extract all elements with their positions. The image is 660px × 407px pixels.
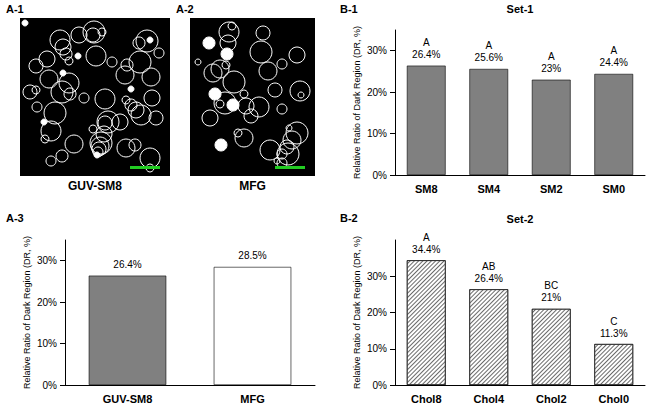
svg-text:0%: 0% bbox=[373, 170, 388, 181]
svg-text:30%: 30% bbox=[37, 255, 57, 266]
svg-text:Relative Ratio of Dark Region: Relative Ratio of Dark Region (DR, %) bbox=[352, 236, 362, 389]
svg-text:24.4%: 24.4% bbox=[600, 57, 628, 68]
svg-text:GUV-SM8: GUV-SM8 bbox=[103, 393, 153, 405]
svg-text:Relative Ratio of Dark Region: Relative Ratio of Dark Region (DR, %) bbox=[352, 26, 362, 179]
svg-text:BC: BC bbox=[544, 280, 558, 291]
svg-text:B-2: B-2 bbox=[340, 212, 358, 224]
svg-text:C: C bbox=[610, 316, 617, 327]
svg-text:GUV-SM8: GUV-SM8 bbox=[68, 179, 122, 193]
svg-text:10%: 10% bbox=[367, 343, 387, 354]
svg-text:SM0: SM0 bbox=[602, 183, 625, 195]
svg-text:A-3: A-3 bbox=[6, 212, 24, 224]
svg-text:0%: 0% bbox=[373, 380, 388, 391]
svg-text:26.4%: 26.4% bbox=[475, 273, 503, 284]
svg-text:SM4: SM4 bbox=[477, 183, 501, 195]
svg-text:SM2: SM2 bbox=[540, 183, 563, 195]
svg-text:Relative Ratio of Dark Region: Relative Ratio of Dark Region (DR, %) bbox=[22, 236, 32, 389]
svg-text:A: A bbox=[610, 45, 617, 56]
svg-text:26.4%: 26.4% bbox=[113, 259, 141, 270]
svg-text:23%: 23% bbox=[541, 63, 561, 74]
svg-text:Chol8: Chol8 bbox=[411, 393, 442, 405]
svg-text:20%: 20% bbox=[367, 307, 387, 318]
svg-text:SM8: SM8 bbox=[415, 183, 438, 195]
svg-text:21%: 21% bbox=[541, 292, 561, 303]
svg-text:20%: 20% bbox=[37, 297, 57, 308]
svg-text:A: A bbox=[423, 232, 430, 243]
svg-text:MFG: MFG bbox=[239, 179, 266, 193]
svg-text:Set-1: Set-1 bbox=[507, 3, 534, 15]
svg-text:10%: 10% bbox=[367, 128, 387, 139]
svg-text:Chol2: Chol2 bbox=[536, 393, 567, 405]
svg-text:AB: AB bbox=[482, 261, 496, 272]
svg-text:B-1: B-1 bbox=[340, 3, 358, 15]
svg-text:0%: 0% bbox=[43, 380, 58, 391]
svg-text:A: A bbox=[548, 51, 555, 62]
svg-text:11.3%: 11.3% bbox=[600, 328, 628, 339]
svg-text:Chol0: Chol0 bbox=[598, 393, 629, 405]
svg-text:25.6%: 25.6% bbox=[475, 52, 503, 63]
svg-text:MFG: MFG bbox=[240, 393, 264, 405]
svg-text:26.4%: 26.4% bbox=[412, 49, 440, 60]
svg-text:A: A bbox=[485, 40, 492, 51]
svg-text:28.5%: 28.5% bbox=[238, 250, 266, 261]
svg-text:20%: 20% bbox=[367, 87, 387, 98]
svg-text:A: A bbox=[423, 37, 430, 48]
svg-text:10%: 10% bbox=[37, 338, 57, 349]
svg-text:34.4%: 34.4% bbox=[412, 244, 440, 255]
svg-text:A-2: A-2 bbox=[176, 3, 194, 15]
svg-text:A-1: A-1 bbox=[6, 3, 24, 15]
svg-text:30%: 30% bbox=[367, 271, 387, 282]
svg-text:30%: 30% bbox=[367, 45, 387, 56]
svg-text:Chol4: Chol4 bbox=[473, 393, 504, 405]
svg-text:Set-2: Set-2 bbox=[507, 213, 534, 225]
